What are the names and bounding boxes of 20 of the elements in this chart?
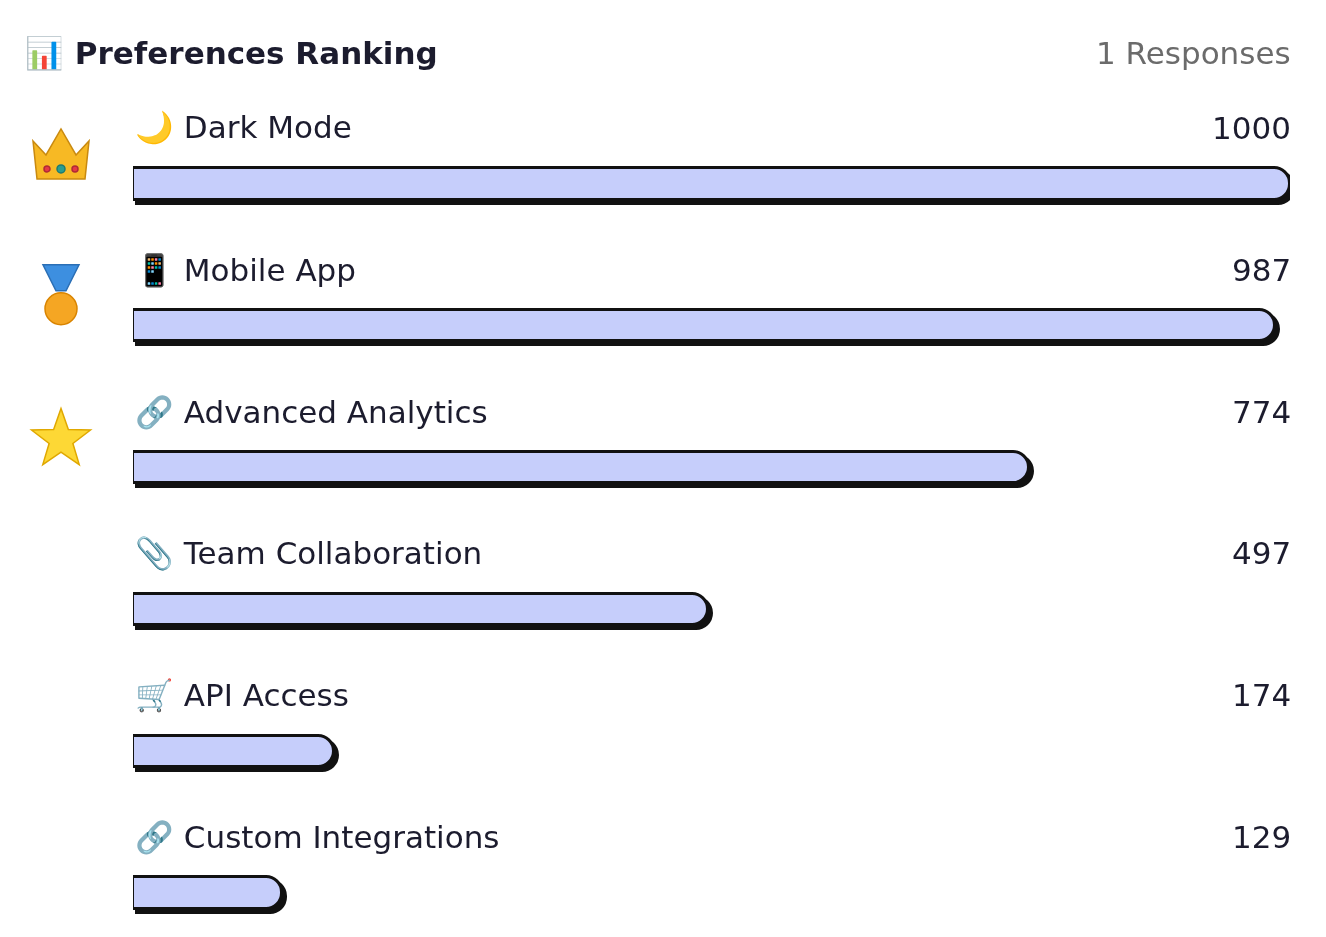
y-tick-label: 🛒 API Access [135, 677, 349, 713]
y-tick-label: 🔗 Advanced Analytics [135, 393, 488, 431]
y-tick-label: 📱 Mobile App [135, 252, 356, 288]
bar [133, 592, 709, 626]
bar [133, 875, 283, 910]
y-tick-label: 📎 Team Collaboration [135, 534, 483, 572]
bar [133, 450, 1030, 484]
data-label: 1000 [1212, 110, 1291, 146]
y-tick-label: 🌙 Dark Mode [135, 109, 352, 146]
y-tick-label: 🔗 Custom Integrations [135, 818, 500, 856]
data-label: 174 [1232, 677, 1292, 713]
bar [133, 308, 1276, 342]
bar [133, 166, 1290, 201]
bar [133, 734, 335, 768]
data-label: 497 [1232, 535, 1292, 571]
data-label: 129 [1232, 819, 1292, 855]
chart-title: 📊 Preferences Ranking [25, 34, 438, 71]
data-label: 987 [1232, 252, 1292, 288]
data-label: 774 [1232, 394, 1292, 430]
chart-subtitle: 1 Responses [1096, 35, 1291, 71]
